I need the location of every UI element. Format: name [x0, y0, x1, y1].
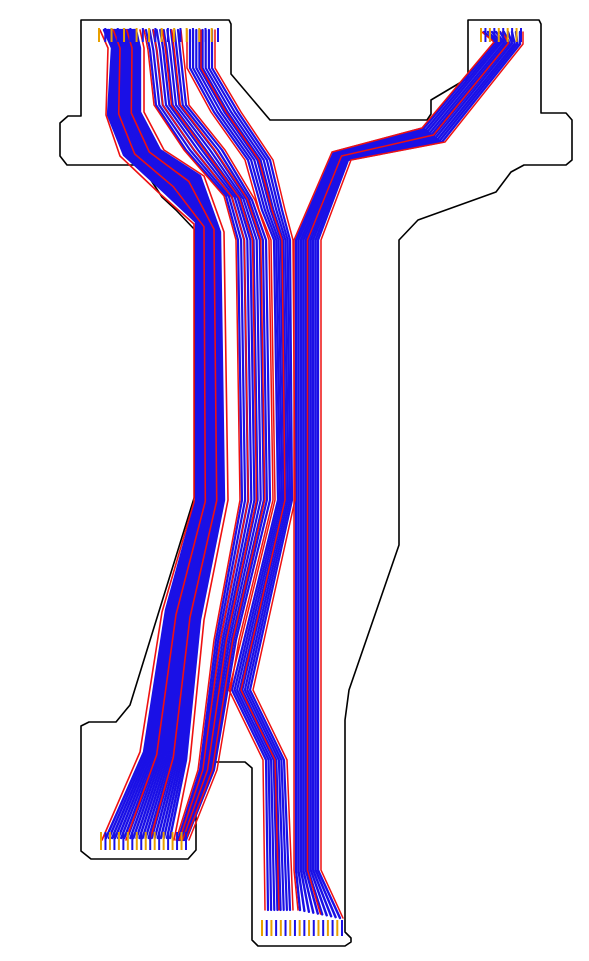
trace-right-bundle	[210, 28, 294, 912]
trace-mid-edge	[171, 29, 266, 841]
red-layer-traces	[99, 29, 524, 919]
connector-top-right	[480, 28, 522, 42]
trace-left-bundle	[114, 28, 208, 840]
trace-mid-edge	[180, 29, 274, 841]
trace-top-right-edge	[320, 31, 524, 919]
trace-right-bundle	[192, 28, 282, 912]
trace-top-right-bundle	[309, 30, 514, 917]
trace-top-right-edge	[306, 31, 510, 915]
trace-left-bundle	[134, 28, 226, 840]
trace-left-bundle	[128, 28, 220, 840]
trace-right-bundle	[204, 28, 290, 912]
trace-right-bundle	[195, 28, 284, 912]
trace-left-bundle	[133, 28, 224, 840]
trace-top-right-bundle	[297, 30, 500, 913]
trace-top-right-bundle	[302, 30, 506, 914]
blue-layer-traces	[102, 28, 522, 920]
trace-mid-bundle	[176, 28, 272, 842]
trace-left-edge	[139, 29, 229, 841]
trace-left-bundle	[121, 28, 214, 840]
trace-right-bundle	[207, 28, 292, 912]
trace-left-bundle	[124, 28, 216, 840]
connector-pads	[98, 28, 522, 936]
trace-mid-edge	[152, 29, 250, 841]
trace-right-bundle	[198, 28, 286, 912]
trace-left-bundle	[116, 28, 210, 840]
trace-left-bundle	[122, 28, 215, 840]
trace-mid-bundle	[169, 28, 265, 842]
trace-right-bundle	[201, 28, 288, 912]
trace-left-bundle	[110, 28, 204, 840]
trace-top-right-bundle	[299, 30, 503, 913]
trace-top-right-bundle	[304, 30, 508, 915]
trace-top-right-bundle	[314, 30, 519, 919]
trace-top-right-bundle	[311, 30, 516, 918]
trace-left-bundle	[131, 28, 223, 840]
trace-left-edge	[99, 29, 195, 841]
trace-mid-bundle	[159, 28, 256, 842]
trace-left-edge	[125, 29, 218, 841]
connector-bottom-left	[100, 832, 187, 850]
trace-right-bundle	[188, 28, 280, 912]
trace-right-edge	[214, 29, 296, 911]
trace-mid-bundle	[155, 28, 253, 842]
trace-top-right-edge	[293, 31, 495, 911]
connector-top-left	[98, 28, 219, 42]
trace-left-bundle	[117, 28, 211, 840]
connector-bottom-center	[261, 920, 343, 936]
trace-left-bundle	[107, 28, 202, 840]
trace-left-bundle	[119, 28, 212, 840]
trace-mid-bundle	[148, 28, 247, 842]
trace-left-edge	[112, 29, 207, 841]
trace-left-bundle	[130, 28, 222, 840]
trace-top-right-bundle	[294, 30, 498, 912]
trace-mid-edge	[161, 29, 258, 841]
trace-mid-edge	[143, 29, 241, 841]
trace-left-bundle	[127, 28, 219, 840]
trace-right-edge	[200, 29, 286, 911]
trace-top-right-bundle	[316, 30, 522, 920]
trace-mid-bundle	[166, 28, 262, 842]
trace-mid-bundle	[144, 28, 244, 842]
trace-right-edge	[186, 29, 276, 911]
